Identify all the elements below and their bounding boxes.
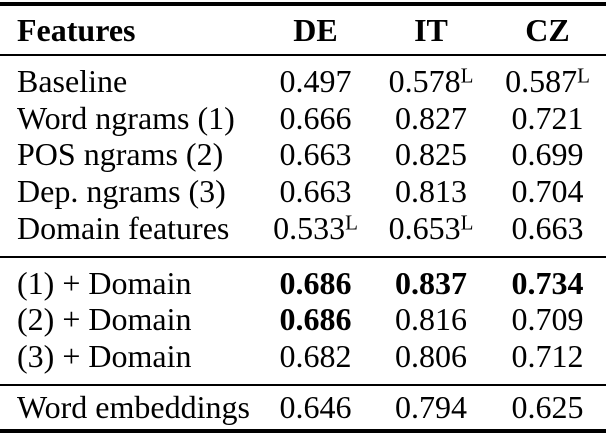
cell-superscript: L <box>345 210 358 235</box>
value-de: 0.663 <box>258 173 373 210</box>
cell-value: 0.712 <box>511 337 584 374</box>
cell-value: 0.825 <box>395 136 467 173</box>
header-row: Features DE IT CZ <box>0 4 606 55</box>
value-it: 0.794 <box>373 385 489 432</box>
cell-superscript: L <box>577 63 590 88</box>
cell-value: 0.533 <box>273 209 346 246</box>
value-de: 0.533L <box>258 210 373 257</box>
value-it: 0.806 <box>373 338 489 385</box>
value-cz: 0.704 <box>489 173 606 210</box>
value-de: 0.686 <box>258 257 373 302</box>
cell-value: 0.587 <box>505 63 578 99</box>
feature-label: Domain features <box>17 209 230 246</box>
feature-label: (2) + Domain <box>17 301 192 338</box>
table-row: Word embeddings 0.646 0.794 0.625 <box>0 385 606 432</box>
value-cz: 0.625 <box>489 385 606 432</box>
cell-value: 0.721 <box>511 99 584 136</box>
header-cz: CZ <box>525 11 570 48</box>
value-cz: 0.699 <box>489 136 606 173</box>
value-de: 0.497 <box>258 55 373 100</box>
cell-value: 0.663 <box>279 173 352 210</box>
table-row: Domain features 0.533L 0.653L 0.663 <box>0 210 606 257</box>
cell-value: 0.806 <box>395 337 467 374</box>
table-row: POS ngrams (2) 0.663 0.825 0.699 <box>0 136 606 173</box>
feature-label: POS ngrams (2) <box>17 136 224 173</box>
cell-value: 0.734 <box>511 264 584 301</box>
value-cz: 0.663 <box>489 210 606 257</box>
cell-value: 0.497 <box>279 63 352 99</box>
table-row: (3) + Domain 0.682 0.806 0.712 <box>0 338 606 385</box>
results-table: Features DE IT CZ Baseline 0.497 0.578L … <box>0 2 606 434</box>
cell-value: 0.653 <box>388 209 461 246</box>
table-row: Dep. ngrams (3) 0.663 0.813 0.704 <box>0 173 606 210</box>
value-cz: 0.734 <box>489 257 606 302</box>
cell-value: 0.837 <box>395 264 467 301</box>
value-de: 0.663 <box>258 136 373 173</box>
cell-superscript: L <box>460 63 474 88</box>
value-cz: 0.712 <box>489 338 606 385</box>
value-de: 0.646 <box>258 385 373 432</box>
value-de: 0.686 <box>258 301 373 338</box>
feature-label: Word embeddings <box>17 388 250 425</box>
cell-value: 0.709 <box>511 301 584 338</box>
cell-value: 0.704 <box>511 173 584 210</box>
cell-value: 0.699 <box>511 136 584 173</box>
cell-value: 0.578 <box>388 63 461 99</box>
cell-value: 0.625 <box>511 388 584 425</box>
cell-superscript: L <box>460 210 474 235</box>
table-header: Features DE IT CZ <box>0 4 606 55</box>
value-cz: 0.709 <box>489 301 606 338</box>
cell-value: 0.794 <box>395 388 467 425</box>
value-it: 0.827 <box>373 100 489 137</box>
header-features: Features <box>17 11 136 48</box>
cell-value: 0.682 <box>279 337 352 374</box>
table-row: Baseline 0.497 0.578L 0.587L <box>0 55 606 100</box>
value-it: 0.837 <box>373 257 489 302</box>
header-de: DE <box>293 11 338 48</box>
section-combined-features: (1) + Domain 0.686 0.837 0.734 (2) + Dom… <box>0 256 606 385</box>
table-row: (1) + Domain 0.686 0.837 0.734 <box>0 257 606 302</box>
value-cz: 0.721 <box>489 100 606 137</box>
table-row: Word ngrams (1) 0.666 0.827 0.721 <box>0 100 606 137</box>
value-it: 0.816 <box>373 301 489 338</box>
value-cz: 0.587L <box>489 55 606 100</box>
table-row: (2) + Domain 0.686 0.816 0.709 <box>0 301 606 338</box>
cell-value: 0.663 <box>511 209 584 246</box>
cell-value: 0.813 <box>395 173 467 210</box>
cell-value: 0.666 <box>279 99 352 136</box>
cell-value: 0.686 <box>279 264 352 301</box>
cell-value: 0.827 <box>395 99 467 136</box>
cell-value: 0.646 <box>279 388 352 425</box>
feature-label: Dep. ngrams (3) <box>17 173 226 210</box>
feature-label: Word ngrams (1) <box>17 99 235 136</box>
cell-value: 0.663 <box>279 136 352 173</box>
feature-label: Baseline <box>17 63 128 99</box>
section-word-embeddings: Word embeddings 0.646 0.794 0.625 <box>0 384 606 432</box>
value-it: 0.825 <box>373 136 489 173</box>
value-de: 0.682 <box>258 338 373 385</box>
value-de: 0.666 <box>258 100 373 137</box>
cell-value: 0.686 <box>279 301 352 338</box>
feature-label: (1) + Domain <box>17 264 192 301</box>
value-it: 0.653L <box>373 210 489 257</box>
feature-label: (3) + Domain <box>17 337 192 374</box>
cell-value: 0.816 <box>395 301 467 338</box>
header-it: IT <box>414 11 448 48</box>
section-individual-features: Baseline 0.497 0.578L 0.587L Word ngrams… <box>0 55 606 257</box>
value-it: 0.578L <box>373 55 489 100</box>
value-it: 0.813 <box>373 173 489 210</box>
